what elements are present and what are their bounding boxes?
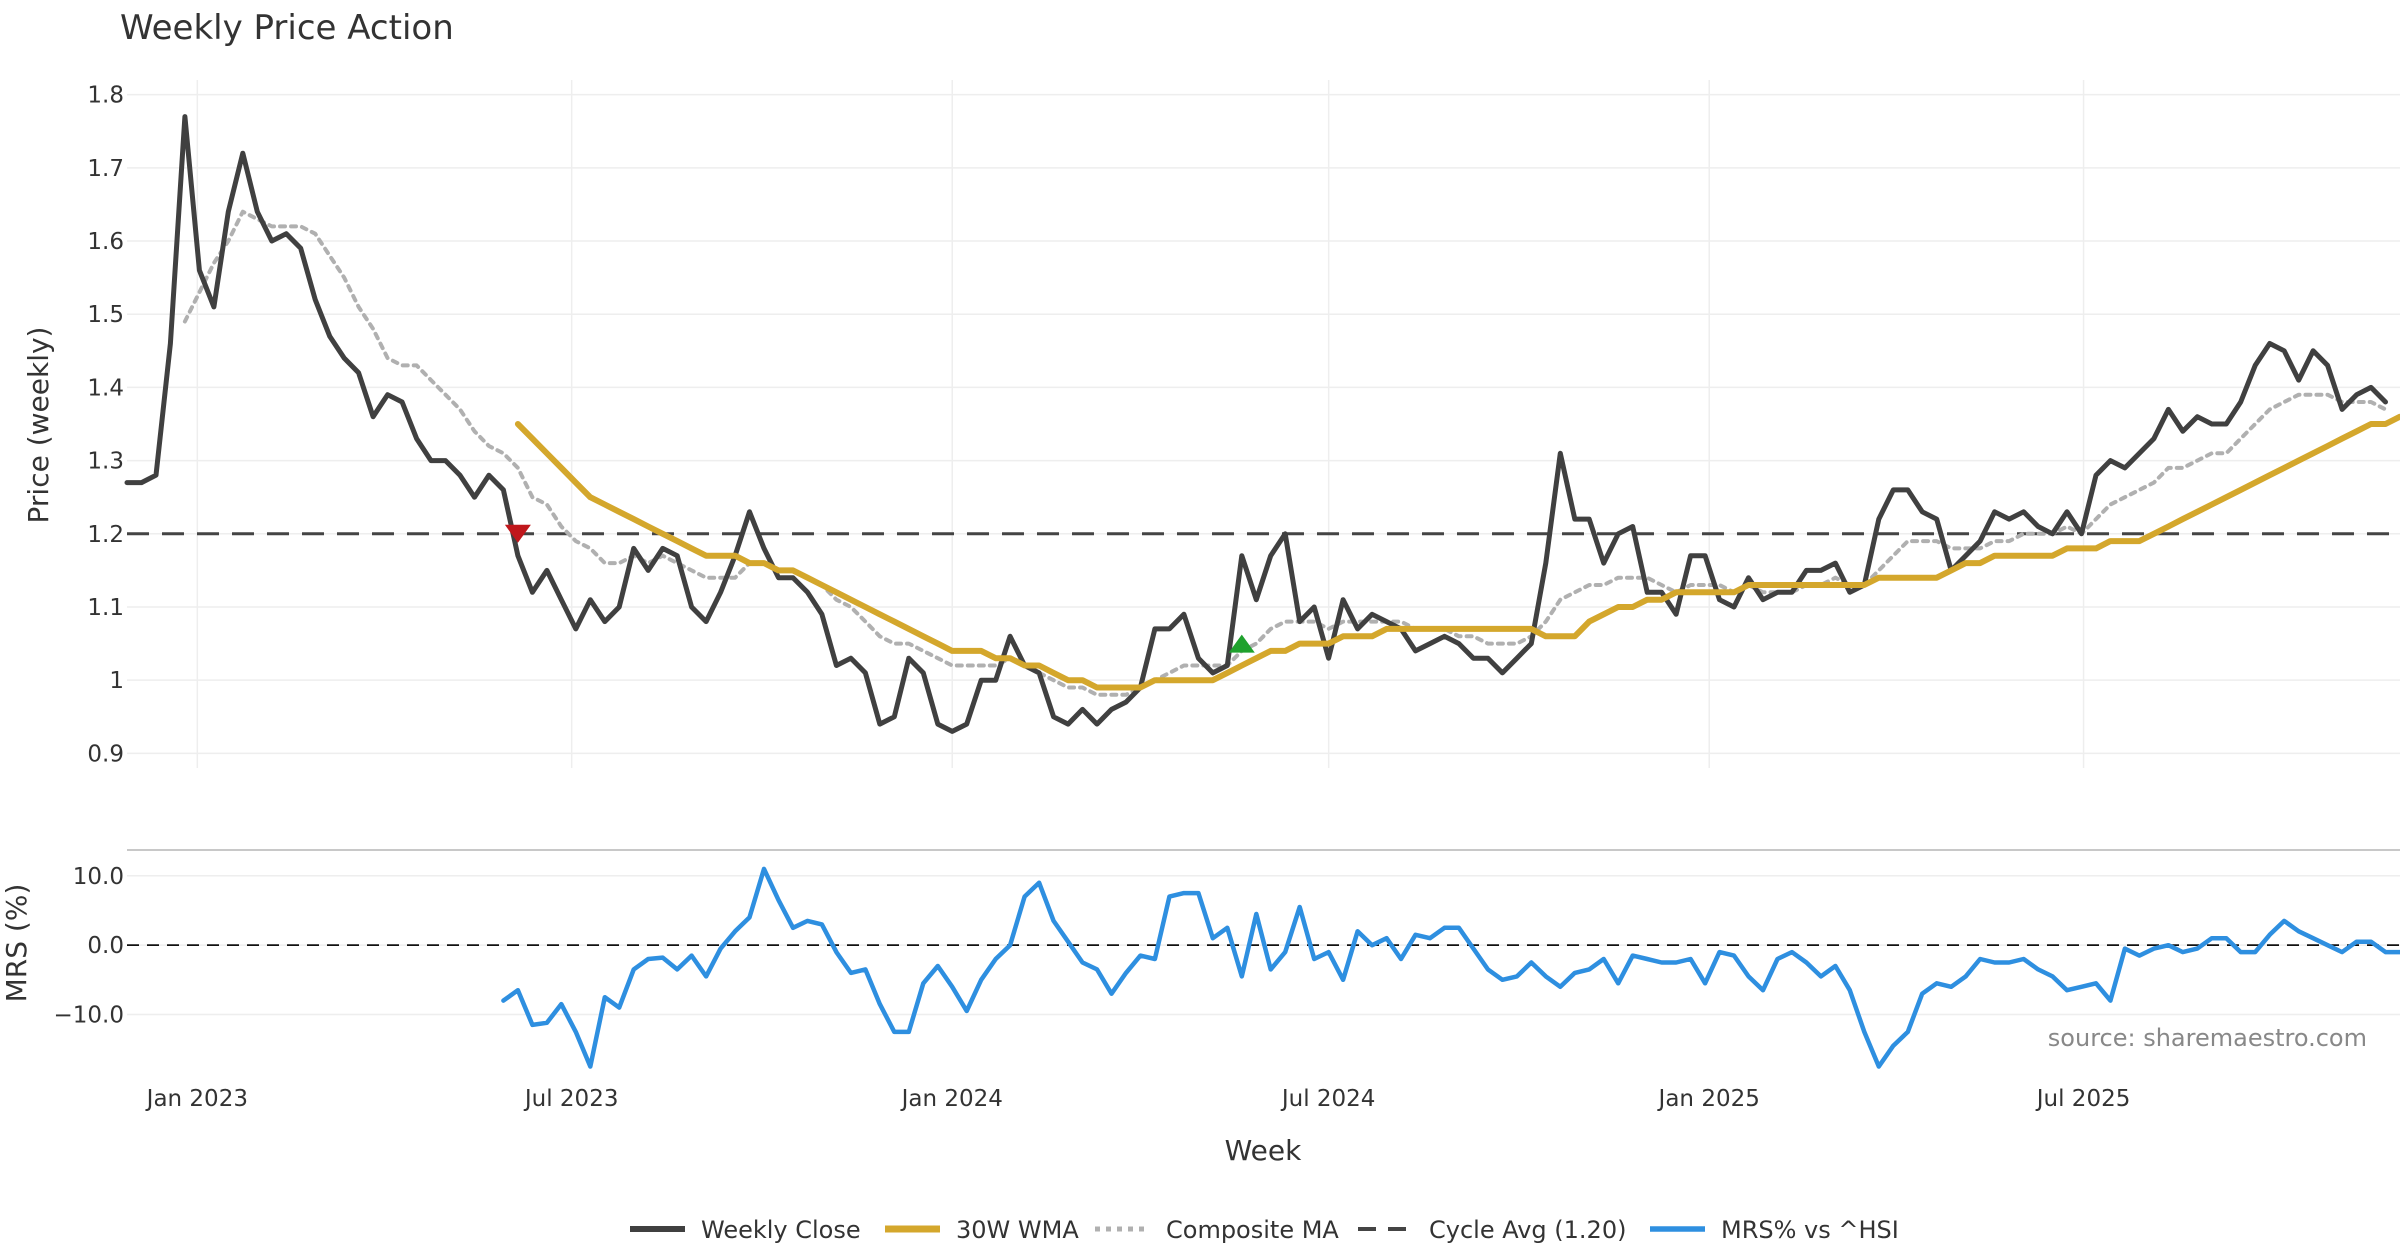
x-tick-label: Jan 2024: [900, 1086, 1003, 1112]
mrs-y-tick-label: −10.0: [54, 1003, 124, 1029]
source-note: source: sharemaestro.com: [2048, 1024, 2367, 1052]
price-y-ticks: 0.9 1 1.1 1.2 1.3 1.4 1.5 1.6 1.7 1.8: [87, 83, 124, 768]
series-30w-wma: [514, 413, 2400, 691]
price-y-tick-label: 1.2: [87, 522, 124, 548]
price-y-tick-label: 1: [109, 668, 124, 694]
mrs-y-axis-label: MRS (%): [0, 884, 33, 1003]
buy-marker: [1228, 634, 1255, 653]
mrs-y-ticks: −10.0 0.0 10.0: [54, 864, 124, 1029]
price-y-tick-label: 1.8: [87, 83, 124, 109]
price-series: [124, 114, 2400, 734]
series-mrs-vs-hsi: [501, 866, 2400, 1069]
legend-label: MRS% vs ^HSI: [1721, 1216, 1899, 1244]
x-tick-label: Jul 2023: [523, 1086, 619, 1112]
series-weekly-close: [124, 114, 2388, 734]
mrs-y-tick-label: 0.0: [87, 933, 124, 959]
price-y-tick-label: 1.3: [87, 449, 124, 475]
price-y-tick-label: 1.4: [87, 375, 124, 401]
price-y-axis-label: Price (weekly): [22, 327, 55, 524]
x-ticks: Jan 2023 Jul 2023 Jan 2024 Jul 2024 Jan 2025…: [145, 1086, 2131, 1112]
price-y-tick-label: 1.5: [87, 302, 124, 328]
legend-label: Cycle Avg (1.20): [1429, 1216, 1626, 1244]
x-axis-label: Week: [1225, 1134, 1302, 1167]
x-tick-label: Jan 2025: [1657, 1086, 1760, 1112]
x-tick-label: Jul 2025: [2035, 1086, 2131, 1112]
legend-label: Composite MA: [1166, 1216, 1339, 1244]
x-tick-label: Jul 2024: [1280, 1086, 1376, 1112]
sell-marker: [504, 524, 531, 543]
x-tick-label: Jan 2023: [145, 1086, 248, 1112]
mrs-y-tick-label: 10.0: [73, 864, 124, 890]
legend: Weekly Close 30W WMA Composite MA Cycle Avg…: [630, 1216, 1899, 1244]
price-y-tick-label: 1.1: [87, 595, 124, 621]
series-composite-ma: [182, 209, 2388, 697]
chart-title: Weekly Price Action: [120, 8, 454, 48]
price-y-tick-label: 1.6: [87, 229, 124, 255]
legend-label: Weekly Close: [701, 1216, 861, 1244]
price-y-tick-label: 1.7: [87, 156, 124, 182]
markers: [504, 524, 1255, 653]
price-y-tick-label: 0.9: [87, 741, 124, 767]
legend-label: 30W WMA: [956, 1216, 1079, 1244]
mrs-series: [127, 866, 2400, 1069]
